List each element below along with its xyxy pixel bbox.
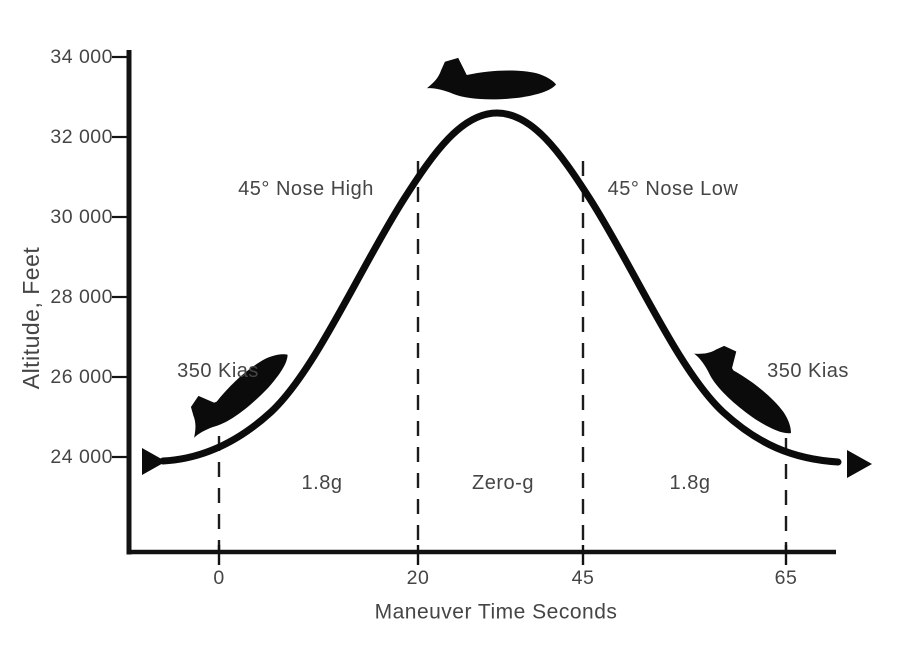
- y-tick-label-34000: 34 000: [50, 46, 113, 68]
- x-tick-label-45: 45: [572, 567, 595, 589]
- y-tick-label-24000: 24 000: [50, 446, 113, 468]
- g-load-second-label: 1.8g: [670, 472, 711, 494]
- y-tick-label-28000: 28 000: [50, 286, 113, 308]
- x-tick-label-65: 65: [775, 567, 798, 589]
- x-axis-title: Maneuver Time Seconds: [375, 601, 618, 624]
- x-tick-label-20: 20: [407, 567, 430, 589]
- flight-path-curve: [159, 109, 842, 466]
- x-axis-ticks: [217, 545, 788, 565]
- zero-g-label: Zero-g: [472, 472, 534, 494]
- axes: [112, 50, 836, 565]
- kias-right-label: 350 Kias: [767, 360, 849, 382]
- climbing-jet-icon: [190, 354, 288, 438]
- kias-left-label: 350 Kias: [177, 360, 259, 382]
- y-tick-label-30000: 30 000: [50, 206, 113, 228]
- y-tick-labels: 34 000 32 000 30 000 28 000 26 000 24 00…: [50, 46, 113, 468]
- y-axis-ticks: [112, 55, 128, 459]
- flight-path-entry-arrow-icon: [142, 448, 166, 475]
- plot-annotations: 45° Nose High 45° Nose Low 350 Kias 350 …: [177, 178, 849, 494]
- g-load-first-label: 1.8g: [302, 472, 343, 494]
- x-tick-labels: 0 20 45 65: [213, 567, 797, 589]
- nose-low-label: 45° Nose Low: [608, 178, 739, 200]
- dashed-guide-lines: [217, 161, 788, 552]
- y-axis-title: Altitude, Feet: [18, 247, 44, 390]
- y-tick-label-32000: 32 000: [50, 126, 113, 148]
- level-jet-icon: [426, 57, 557, 100]
- x-tick-label-0: 0: [213, 567, 224, 589]
- diving-jet-icon: [694, 345, 791, 434]
- flight-path-exit-arrow-icon: [847, 450, 872, 478]
- y-tick-label-26000: 26 000: [50, 366, 113, 388]
- nose-high-label: 45° Nose High: [238, 178, 374, 200]
